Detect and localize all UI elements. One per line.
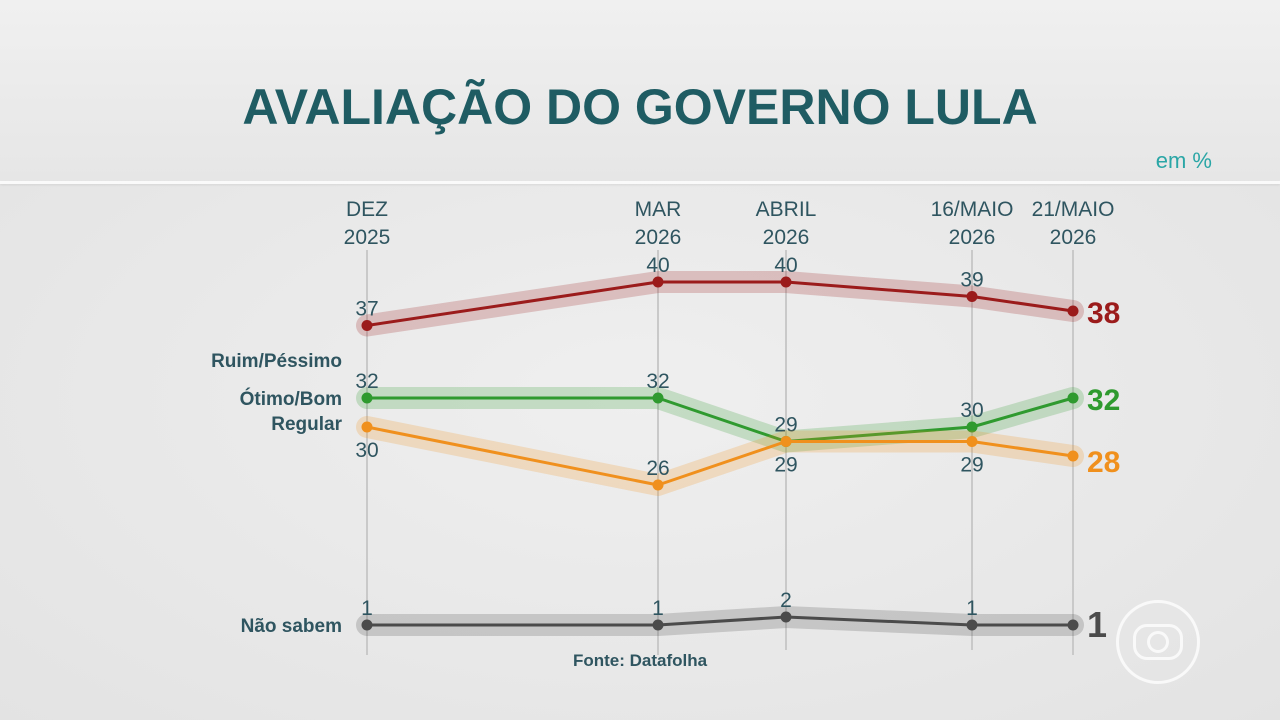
data-point: [780, 611, 792, 623]
chart-background: [0, 183, 1280, 720]
x-tick-label: 2026: [1050, 226, 1097, 249]
data-point: [966, 291, 978, 302]
data-point: [1067, 619, 1079, 631]
x-tick-label: ABRIL: [756, 198, 817, 221]
source-note: Fonte: Datafolha: [572, 651, 708, 670]
data-label: 30: [960, 399, 983, 422]
broadcaster-logo-icon: [1116, 600, 1200, 684]
data-label: 32: [646, 370, 669, 393]
data-point: [652, 619, 664, 631]
x-tick-label: 2025: [344, 226, 391, 249]
data-point: [1067, 392, 1079, 404]
x-tick-label: 2026: [949, 226, 996, 249]
data-label: 1: [966, 597, 978, 620]
page-title: AVALIAÇÃO DO GOVERNO LULA: [242, 79, 1038, 135]
data-label: 29: [960, 454, 983, 477]
data-label: 1: [361, 597, 373, 620]
data-point: [361, 320, 373, 331]
data-point: [966, 421, 978, 433]
data-label: 2: [780, 589, 792, 612]
data-label-final: 32: [1087, 384, 1120, 417]
x-tick-label: MAR: [635, 198, 682, 221]
data-label: 37: [355, 298, 378, 321]
x-tick-label: 16/MAIO: [931, 198, 1014, 221]
data-point: [780, 276, 792, 288]
data-label: 39: [960, 269, 983, 292]
data-label: 30: [355, 439, 378, 462]
header-background: [0, 0, 1280, 183]
data-point: [361, 421, 373, 433]
unit-label: em %: [1155, 148, 1212, 173]
header-divider: [0, 181, 1280, 184]
data-point: [361, 619, 373, 631]
data-label: 32: [355, 370, 378, 393]
data-point: [652, 479, 664, 491]
x-tick-label: 2026: [763, 226, 810, 249]
data-point: [1067, 450, 1079, 462]
data-point: [780, 436, 792, 447]
data-label: 40: [774, 254, 797, 277]
data-point: [652, 392, 664, 404]
data-point: [652, 276, 664, 288]
series-name: Ruim/Péssimo: [211, 351, 342, 372]
data-point: [966, 436, 978, 447]
data-label: 40: [646, 254, 669, 277]
data-label: 1: [652, 597, 664, 620]
data-point: [1067, 305, 1079, 317]
data-label: 26: [646, 457, 669, 480]
x-tick-label: 21/MAIO: [1032, 198, 1115, 221]
data-label-final: 1: [1087, 604, 1107, 645]
data-point: [361, 392, 373, 404]
data-label: 29: [774, 454, 797, 477]
data-point: [966, 619, 978, 631]
data-label: 29: [774, 414, 797, 437]
series-name: Não sabem: [241, 616, 342, 637]
data-label-final: 28: [1087, 446, 1120, 479]
x-tick-label: DEZ: [346, 198, 388, 221]
data-label-final: 38: [1087, 297, 1120, 330]
series-name: Regular: [271, 414, 342, 435]
x-tick-label: 2026: [635, 226, 682, 249]
series-name: Ótimo/Bom: [240, 388, 342, 410]
